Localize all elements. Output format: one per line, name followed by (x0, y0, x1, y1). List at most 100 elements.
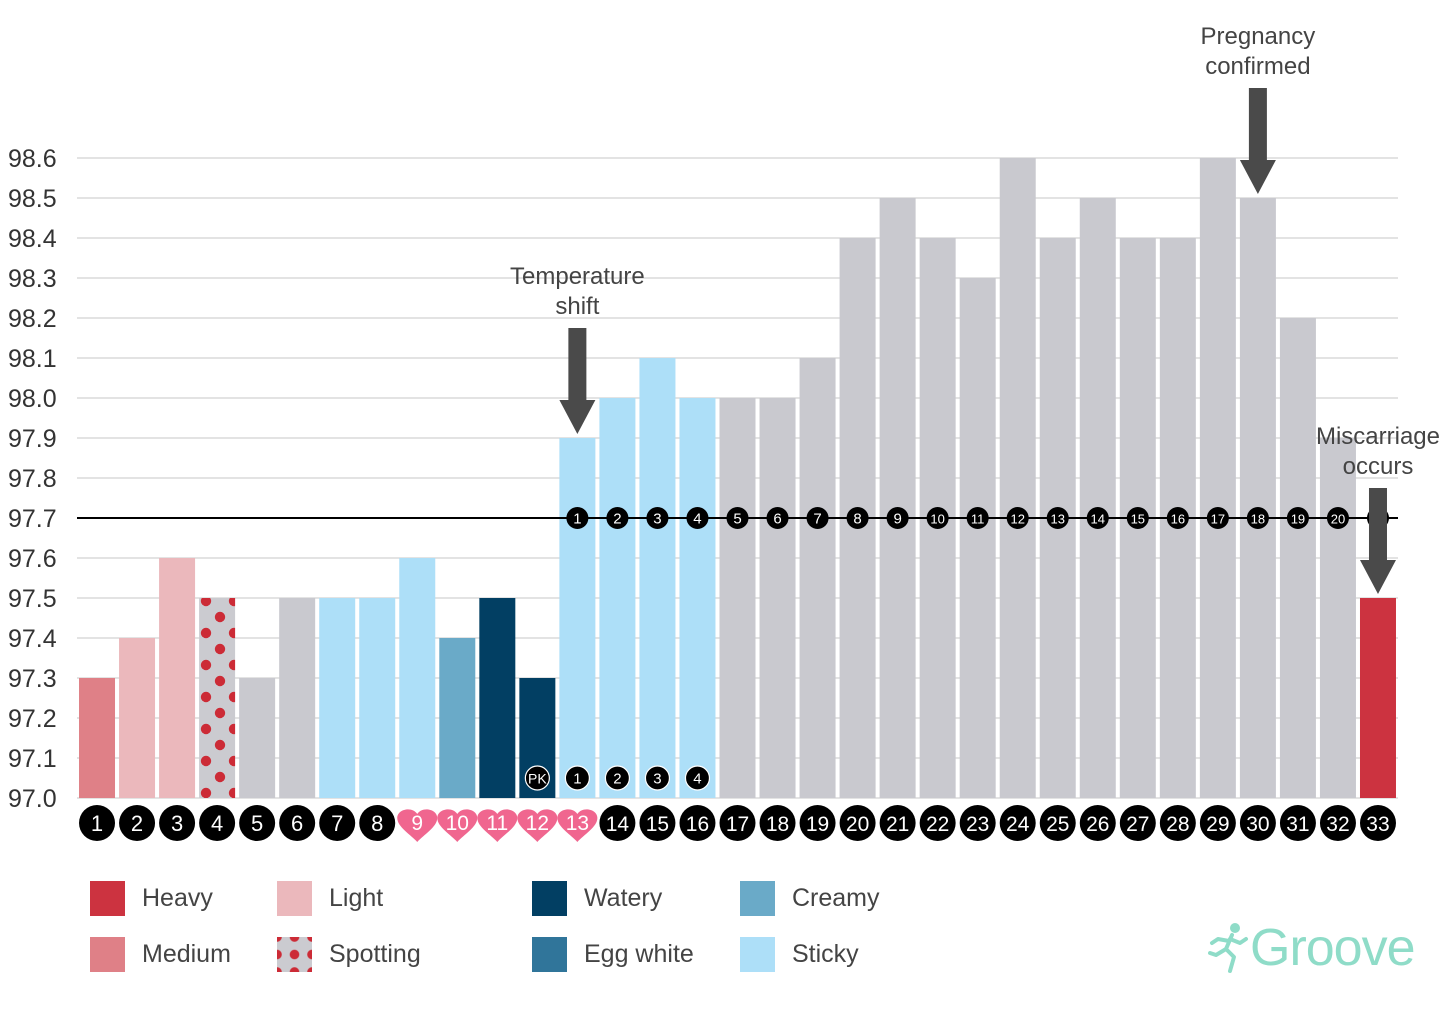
x-day-badge (1159, 805, 1196, 841)
bar-bottom-badge (644, 765, 671, 791)
bar-day-16 (679, 398, 716, 798)
coverline-badge (1326, 507, 1349, 529)
x-day-badge (599, 805, 636, 841)
x-day-label: 8 (371, 811, 383, 836)
bar-day-7 (319, 598, 356, 798)
bar-day-18 (759, 398, 796, 798)
bar-day-4 (199, 598, 236, 798)
x-day-badge (319, 805, 356, 841)
bar-bottom-badge-label: PK (528, 771, 547, 787)
x-day-label: 30 (1246, 813, 1269, 836)
heart-icon (477, 809, 518, 842)
brand-name: Groove (1250, 919, 1416, 977)
x-day-badge (159, 805, 196, 841)
coverline-badge-label: 20 (1331, 512, 1345, 527)
x-axis-day-badges: 1 2 3 4 5 6 7 8 9 10 11 12 13 14 15 16 17 18 19 20 21 22 23 24 2… (79, 805, 1396, 842)
x-day-label: 9 (411, 812, 423, 835)
bar-day-9 (399, 558, 436, 798)
x-day-label: 17 (726, 813, 749, 836)
x-day-badge (1039, 805, 1076, 841)
y-tick-label: 97.4 (8, 625, 57, 653)
coverline-badge-label: 12 (1010, 512, 1024, 527)
bar-day-1 (79, 678, 116, 798)
bar-day-23 (959, 278, 996, 798)
bar-day-32 (1319, 438, 1356, 798)
coverline-badge (1006, 507, 1029, 529)
annotation-33: Miscarriage occurs (1316, 423, 1440, 594)
y-tick-label: 97.3 (8, 665, 57, 693)
bar-day-19 (799, 358, 836, 798)
x-day-label: 1 (91, 811, 103, 836)
annotation-arrow-shaft (568, 328, 587, 401)
coverline-badge (766, 507, 789, 529)
coverline-badge (966, 507, 989, 529)
bar-day-6 (279, 598, 316, 798)
y-tick-label: 97.5 (8, 585, 57, 613)
x-day-badge (1319, 805, 1356, 841)
annotation-arrow-shaft (1248, 88, 1267, 161)
x-day-badge (239, 805, 276, 841)
bar-day-26 (1079, 198, 1116, 798)
coverline-badge-label: 3 (653, 511, 661, 528)
coverline-badge-label: 7 (813, 511, 821, 528)
bar-day-29 (1199, 158, 1236, 798)
coverline-badge-label: 11 (971, 512, 985, 527)
x-day-label: 10 (446, 812, 469, 835)
coverline-badge-label: 17 (1211, 512, 1225, 527)
x-day-label: 19 (806, 813, 829, 836)
annotation-text: Miscarriage (1316, 423, 1440, 450)
x-day-badge (79, 805, 116, 841)
y-axis-ticks: 97.0 97.1 97.2 97.3 97.4 97.5 97.6 97.7 97.8 97.9… (8, 145, 57, 813)
y-tick-label: 98.6 (8, 145, 57, 173)
x-day-label: 25 (1046, 813, 1069, 836)
y-tick-label: 98.0 (8, 385, 57, 413)
coverline-badge-label: 10 (930, 512, 944, 527)
coverline-badge-label: 19 (1291, 512, 1305, 527)
bar-bottom-badge (604, 765, 631, 791)
x-day-label: 24 (1006, 813, 1030, 836)
x-day-badge (759, 805, 796, 841)
heart-icon (557, 809, 598, 842)
bar-bottom-badge (684, 765, 711, 791)
x-day-label: 32 (1326, 813, 1349, 836)
x-day-badge (959, 805, 996, 841)
x-day-label: 18 (766, 813, 789, 836)
coverline-badge-label: 14 (1091, 512, 1105, 527)
bar-bottom-badge (564, 765, 590, 791)
coverline-badge (1206, 507, 1229, 529)
x-day-label: 21 (886, 813, 909, 836)
x-day-badge (719, 805, 756, 841)
x-day-badge (359, 805, 396, 841)
x-day-badge (799, 805, 836, 841)
y-tick-label: 98.4 (8, 225, 57, 253)
x-day-badge (1359, 805, 1396, 841)
annotation-text: confirmed (1205, 53, 1310, 80)
coverline-badge-label: 13 (1051, 512, 1065, 527)
bar-day-14 (599, 398, 636, 798)
bar-day-24 (999, 158, 1036, 798)
bar-bottom-badge-label: 1 (573, 771, 581, 788)
x-day-label: 4 (211, 811, 223, 836)
y-tick-label: 97.8 (8, 465, 57, 493)
coverline-badge (1246, 507, 1269, 529)
coverline-badge-label: 15 (1131, 512, 1145, 527)
annotation-13: Temperature shift (510, 263, 645, 434)
x-day-badge (999, 805, 1036, 841)
x-day-label: 5 (251, 811, 263, 836)
y-tick-label: 97.0 (8, 785, 57, 813)
bar-bottom-badge-label: 4 (693, 771, 701, 788)
bar-day-8 (359, 598, 396, 798)
coverline-badge (1086, 507, 1109, 529)
bar-day-13 (559, 438, 596, 798)
coverline-badge (926, 507, 949, 529)
bar-day-33 (1359, 598, 1396, 798)
x-day-label: 11 (486, 812, 508, 835)
brand-logo: Groove (1208, 918, 1416, 978)
y-tick-label: 97.9 (8, 425, 57, 453)
x-day-label: 16 (686, 813, 709, 836)
coverline-badge (1046, 507, 1069, 529)
annotation-arrow-shaft (1368, 488, 1387, 561)
coverline-badge (726, 507, 749, 529)
y-tick-label: 97.6 (8, 545, 57, 573)
